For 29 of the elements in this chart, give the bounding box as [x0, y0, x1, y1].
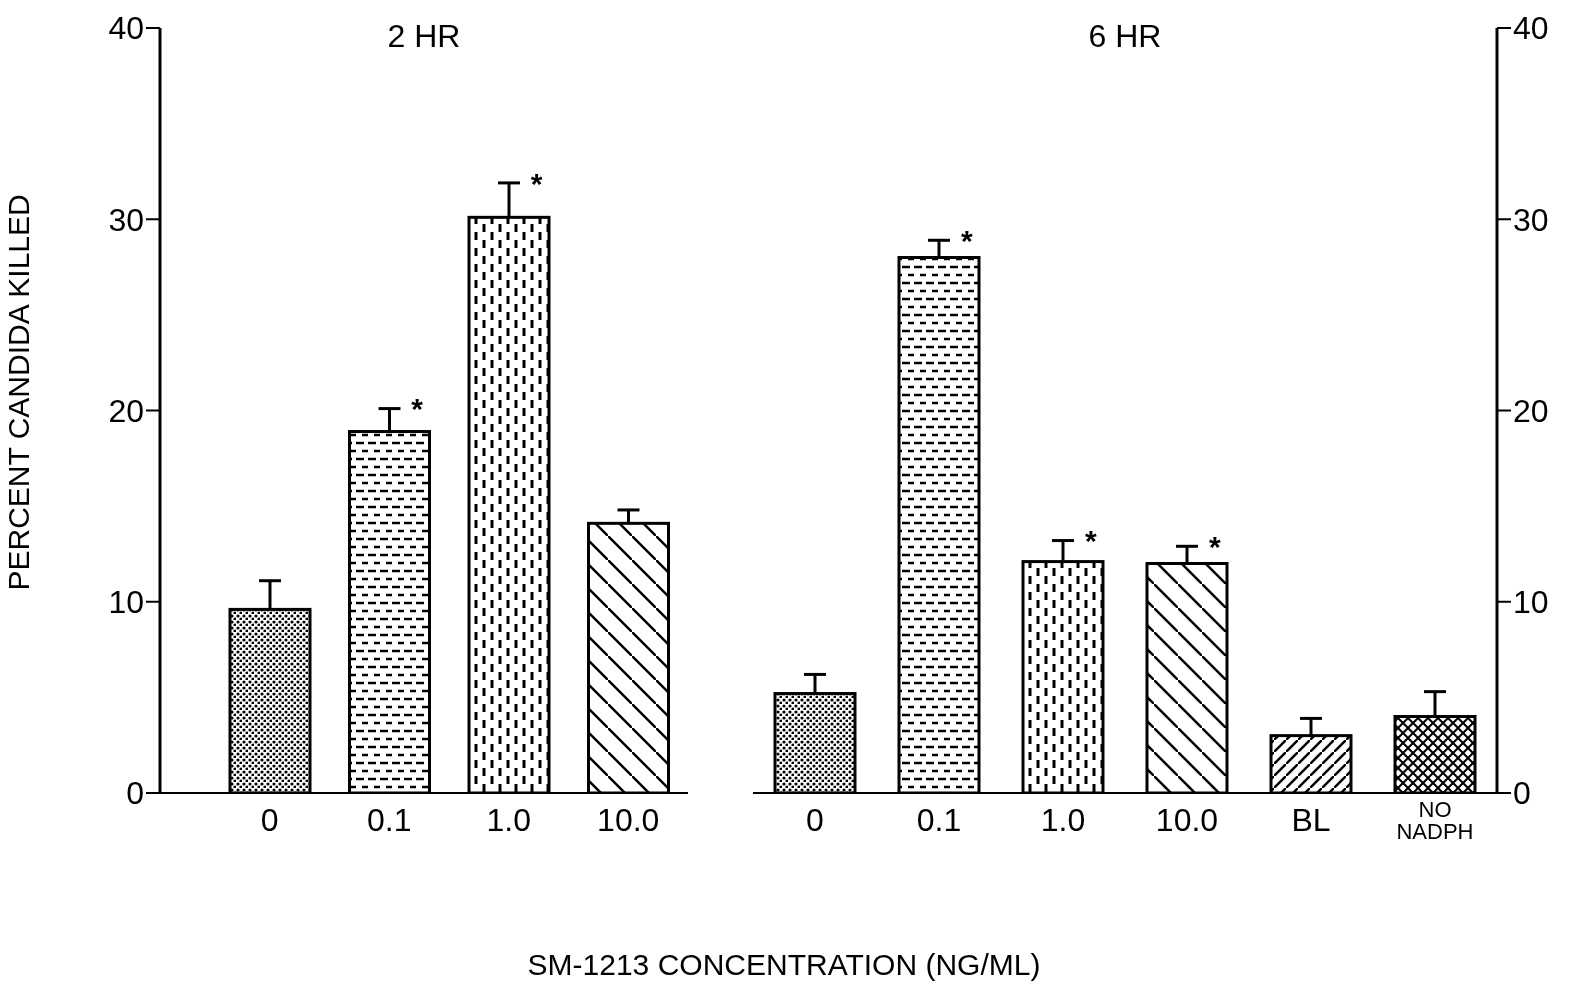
chart-title: 6 HR [1087, 18, 1163, 55]
annotation: * [1209, 529, 1221, 563]
y-tick-label: 30 [108, 201, 144, 238]
y-tick-label: 20 [1513, 392, 1549, 429]
annotation: * [530, 166, 543, 200]
y-tick-label: 40 [108, 10, 144, 47]
annotation: * [961, 223, 973, 257]
x-tick-label: 10.0 [1155, 802, 1219, 838]
x-tick-label: 0 [260, 802, 279, 838]
x-tick-label: 1.0 [1040, 802, 1086, 838]
x-tick-label: BL [1291, 802, 1331, 838]
x-tick-label: 1.0 [486, 802, 531, 838]
y-tick-label: 20 [108, 392, 144, 429]
x-axis-title: SM-1213 CONCENTRATION (NG/ML) [526, 948, 1042, 982]
y-tick-label: 10 [108, 584, 144, 621]
x-tick-label: NO NADPH [1396, 797, 1474, 844]
annotation: * [411, 392, 424, 426]
y-axis-title: PERCENT CANDIDA KILLED [1, 194, 35, 591]
y-tick-label: 40 [1513, 10, 1549, 47]
annotation: * [1085, 524, 1097, 558]
chart-title: 2 HR [386, 18, 462, 55]
x-tick-label: 0.1 [367, 802, 412, 838]
y-tick-label: 30 [1513, 201, 1549, 238]
x-tick-label: 0.1 [916, 802, 962, 838]
x-tick-label: 0 [806, 802, 824, 838]
x-tick-label: 10.0 [597, 802, 660, 838]
y-tick-label: 0 [126, 775, 144, 812]
y-tick-label: 0 [1513, 775, 1531, 812]
y-tick-label: 10 [1513, 584, 1549, 621]
